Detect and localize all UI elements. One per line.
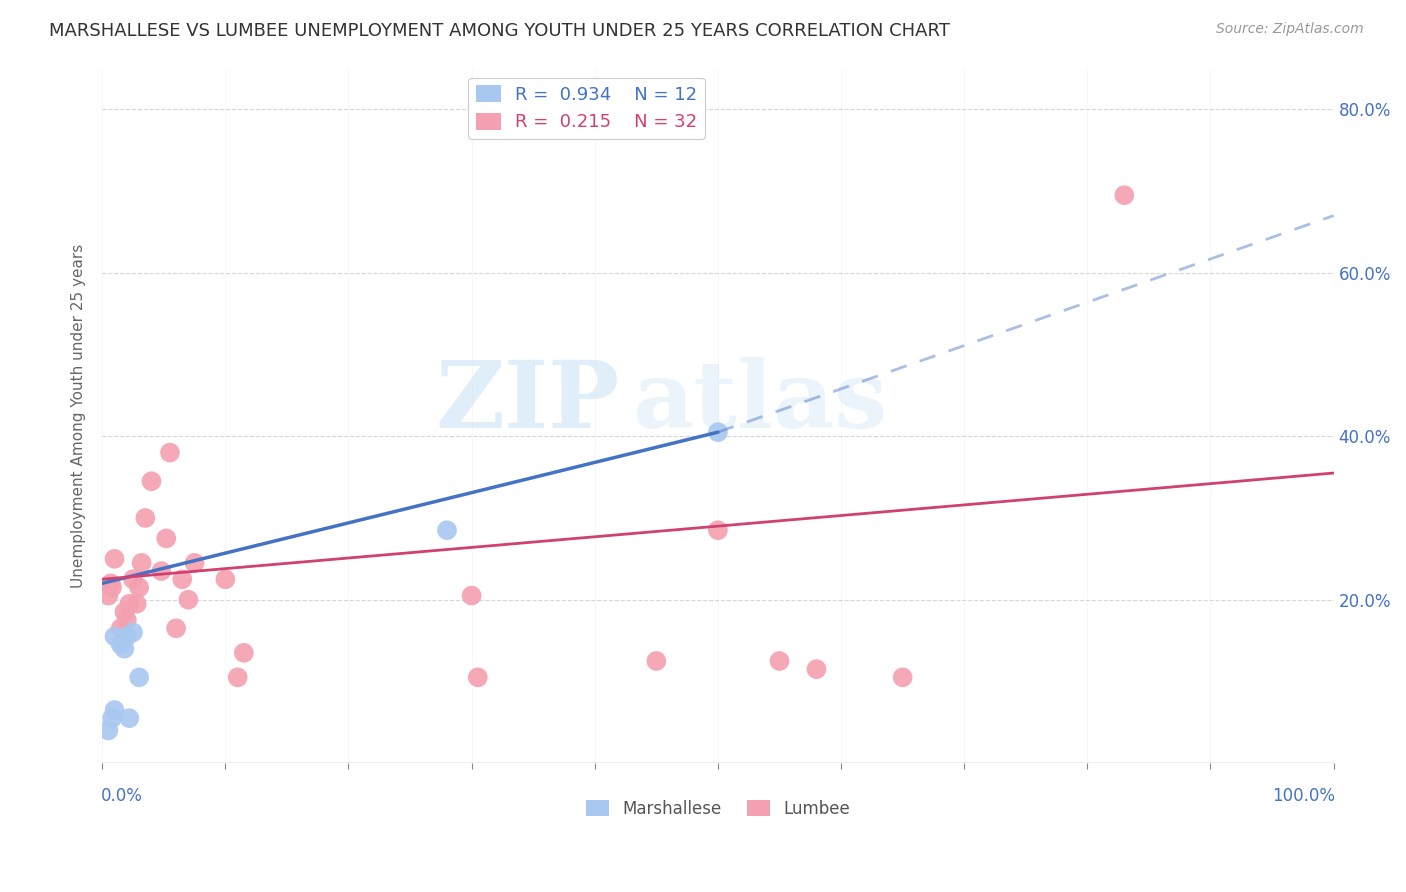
Point	[436, 523, 458, 537]
Point	[103, 551, 125, 566]
Point	[172, 572, 194, 586]
Point	[131, 556, 153, 570]
Y-axis label: Unemployment Among Youth under 25 years: Unemployment Among Youth under 25 years	[72, 244, 86, 588]
Text: MARSHALLESE VS LUMBEE UNEMPLOYMENT AMONG YOUTH UNDER 25 YEARS CORRELATION CHART: MARSHALLESE VS LUMBEE UNEMPLOYMENT AMONG…	[49, 22, 950, 40]
Point	[103, 703, 125, 717]
Point	[226, 670, 249, 684]
Text: 100.0%: 100.0%	[1272, 788, 1334, 805]
Point	[112, 605, 135, 619]
Point	[159, 445, 181, 459]
Point	[125, 597, 148, 611]
Point	[100, 576, 122, 591]
Text: Source: ZipAtlas.com: Source: ZipAtlas.com	[1216, 22, 1364, 37]
Point	[155, 532, 177, 546]
Point	[97, 723, 120, 738]
Point	[891, 670, 914, 684]
Point	[122, 572, 145, 586]
Text: 0.0%: 0.0%	[101, 788, 143, 805]
Point	[214, 572, 236, 586]
Point	[165, 621, 187, 635]
Point	[141, 474, 163, 488]
Point	[101, 581, 124, 595]
Point	[118, 711, 141, 725]
Point	[183, 556, 205, 570]
Point	[768, 654, 790, 668]
Point	[1114, 188, 1136, 202]
Point	[806, 662, 828, 676]
Point	[97, 589, 120, 603]
Point	[232, 646, 254, 660]
Point	[118, 597, 141, 611]
Point	[645, 654, 668, 668]
Point	[112, 641, 135, 656]
Point	[122, 625, 145, 640]
Legend: Marshallese, Lumbee: Marshallese, Lumbee	[579, 793, 856, 824]
Text: atlas: atlas	[631, 357, 887, 447]
Point	[134, 511, 156, 525]
Point	[115, 613, 138, 627]
Point	[177, 592, 200, 607]
Point	[150, 564, 173, 578]
Point	[115, 630, 138, 644]
Point	[460, 589, 482, 603]
Point	[128, 670, 150, 684]
Point	[110, 638, 132, 652]
Point	[707, 523, 730, 537]
Point	[128, 581, 150, 595]
Point	[101, 711, 124, 725]
Point	[707, 425, 730, 439]
Text: ZIP: ZIP	[436, 357, 620, 447]
Point	[110, 621, 132, 635]
Point	[103, 630, 125, 644]
Point	[467, 670, 489, 684]
